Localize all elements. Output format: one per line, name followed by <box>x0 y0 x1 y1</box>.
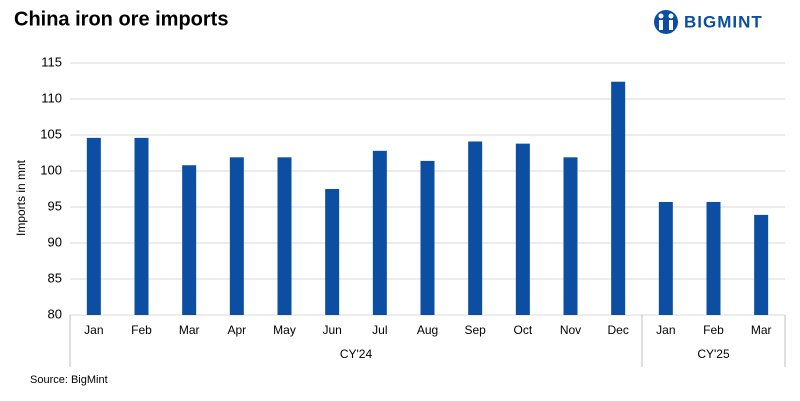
bar <box>277 157 292 315</box>
x-tick-label: Mar <box>751 323 772 337</box>
bar <box>754 214 769 315</box>
x-tick-label: Nov <box>560 323 581 337</box>
y-tick-label: 105 <box>40 126 62 141</box>
y-tick-label: 100 <box>40 162 62 177</box>
y-tick-label: 110 <box>41 90 62 105</box>
bar <box>611 81 626 315</box>
bar <box>515 143 530 315</box>
bar <box>468 141 483 315</box>
x-tick-label: Dec <box>607 323 628 337</box>
group-label: CY'24 <box>340 347 373 361</box>
bar <box>182 165 197 315</box>
group-label: CY'25 <box>697 347 730 361</box>
x-tick-label: Jun <box>322 323 341 337</box>
bar <box>420 160 435 315</box>
x-tick-label: Jan <box>656 323 675 337</box>
x-tick-label: Oct <box>513 323 532 337</box>
bar <box>325 189 340 315</box>
source: Source: BigMint <box>30 374 108 386</box>
x-tick-label: Feb <box>703 323 724 337</box>
y-tick-label: 80 <box>48 306 62 321</box>
bar <box>563 157 578 315</box>
bar <box>86 137 101 315</box>
bar <box>372 150 387 315</box>
x-tick-label: Jul <box>372 323 387 337</box>
chart-title: China iron ore imports <box>14 8 228 30</box>
x-tick-label: May <box>273 323 296 337</box>
bar <box>229 157 244 315</box>
y-tick-label: 85 <box>48 270 62 285</box>
y-axis-label: Imports in mnt <box>14 159 28 236</box>
x-tick-label: Mar <box>179 323 200 337</box>
x-tick-label: Jan <box>84 323 103 337</box>
y-tick-label: 95 <box>48 198 62 213</box>
bar <box>658 201 673 315</box>
x-tick-label: Apr <box>227 323 246 337</box>
bar <box>706 201 721 315</box>
logo-text: BIGMINT <box>684 12 763 31</box>
logo-icon <box>654 10 678 34</box>
x-tick-label: Feb <box>131 323 152 337</box>
y-tick-label: 90 <box>48 234 62 249</box>
x-tick-label: Sep <box>464 323 486 337</box>
bar <box>134 137 149 315</box>
x-tick-label: Aug <box>417 323 438 337</box>
y-tick-label: 115 <box>41 54 62 69</box>
